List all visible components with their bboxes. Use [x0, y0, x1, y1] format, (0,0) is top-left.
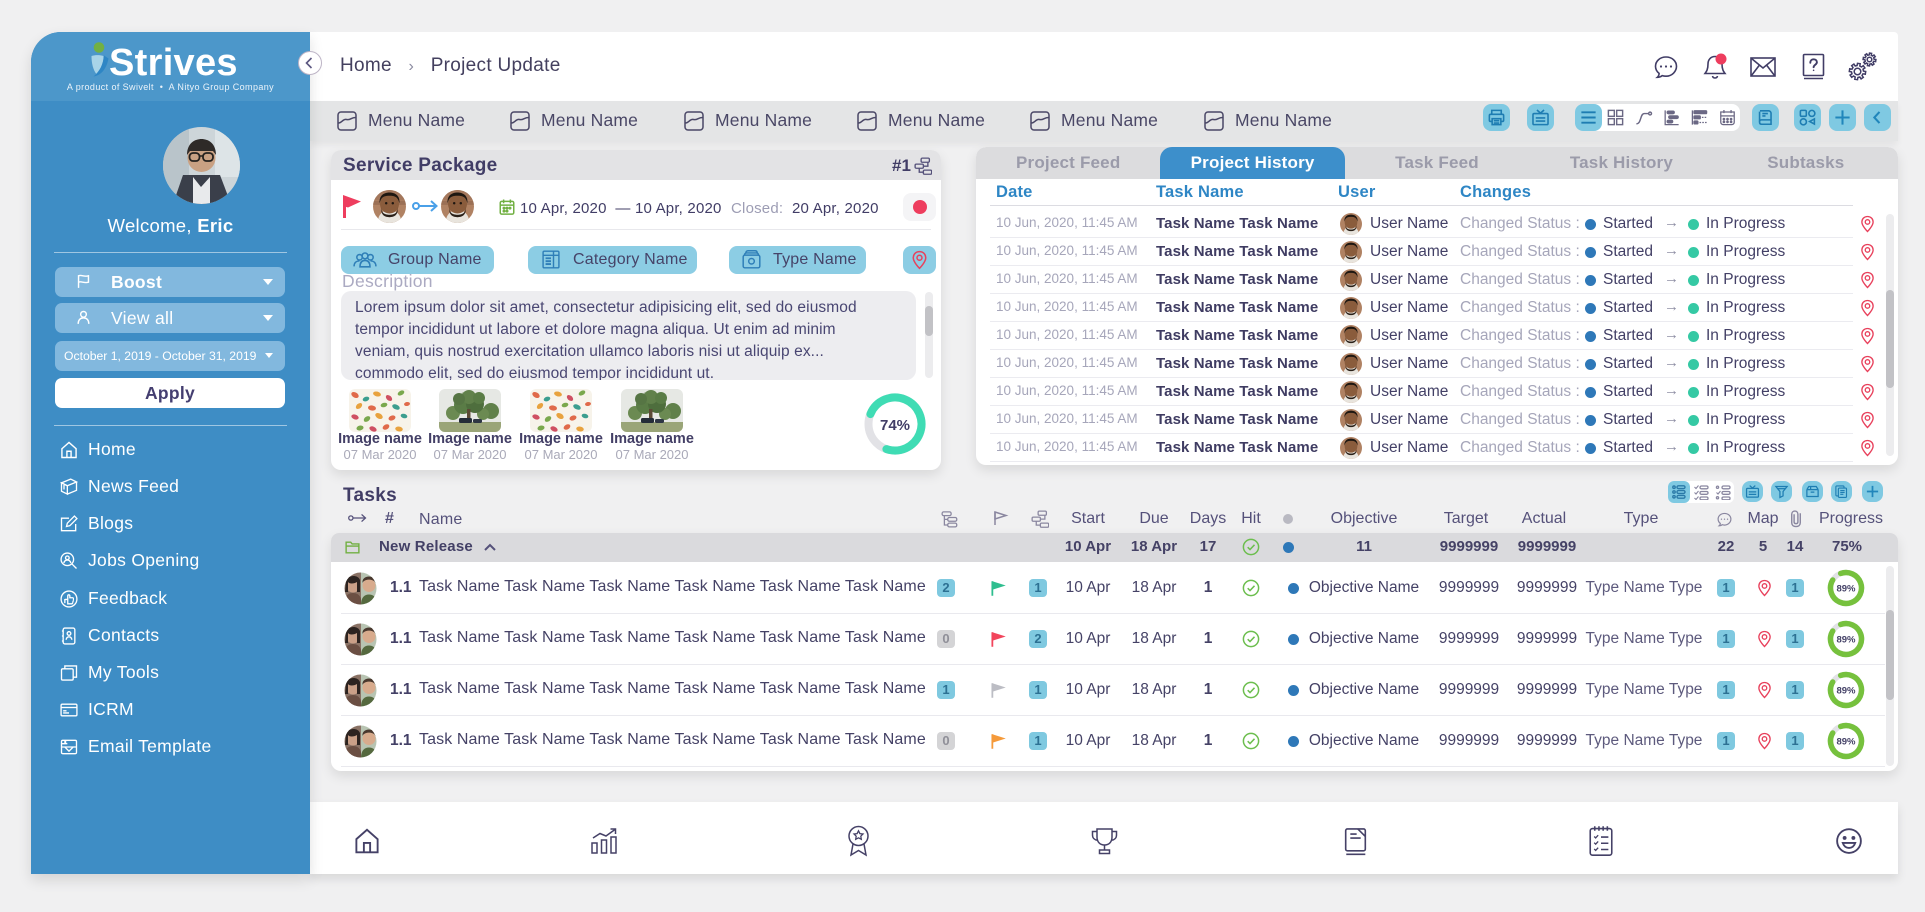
svg-text:89%: 89% — [1836, 584, 1856, 595]
svg-text:74%: 74% — [880, 417, 910, 434]
svg-text:89%: 89% — [1836, 635, 1856, 646]
svg-text:89%: 89% — [1836, 686, 1856, 697]
svg-text:89%: 89% — [1836, 737, 1856, 748]
